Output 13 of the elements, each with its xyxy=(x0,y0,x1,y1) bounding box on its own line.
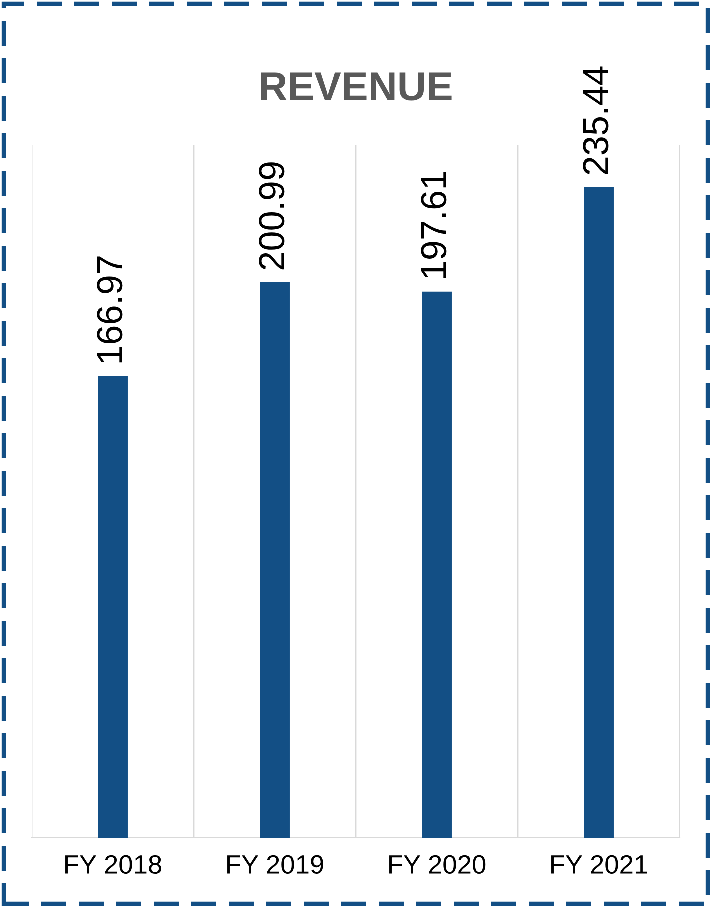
chart-title: REVENUE xyxy=(261,72,452,101)
x-tick-label: FY 2020 xyxy=(390,855,486,874)
x-tick-label: FY 2019 xyxy=(228,855,324,874)
bar xyxy=(422,292,452,838)
data-label: 197.61 xyxy=(421,172,447,278)
x-tick-label: FY 2021 xyxy=(552,855,648,874)
bar xyxy=(584,187,614,838)
bar xyxy=(260,282,290,838)
data-label: 235.44 xyxy=(583,66,609,174)
x-tick-label: FY 2018 xyxy=(66,855,162,874)
bar xyxy=(98,376,128,838)
data-label: 200.99 xyxy=(259,162,285,270)
data-label: 166.97 xyxy=(97,256,123,363)
